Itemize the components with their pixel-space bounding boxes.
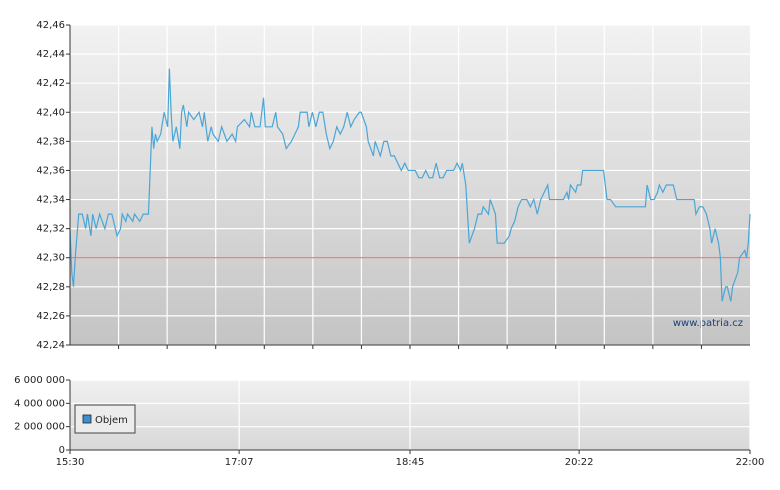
y-tick-label: 4 000 000 <box>14 398 65 409</box>
y-tick-label: 42,32 <box>36 224 65 235</box>
y-tick-label: 42,24 <box>36 340 65 351</box>
y-tick-label: 42,26 <box>36 311 65 322</box>
y-tick-label: 42,40 <box>36 107 65 118</box>
watermark: www.patria.cz <box>673 318 743 329</box>
y-tick-label: 42,30 <box>36 253 65 264</box>
x-tick-label: 17:07 <box>225 457 254 468</box>
y-tick-label: 42,46 <box>36 20 65 31</box>
y-tick-label: 42,36 <box>36 165 65 176</box>
y-tick-label: 42,38 <box>36 136 65 147</box>
x-tick-label: 15:30 <box>56 457 85 468</box>
y-tick-label: 6 000 000 <box>14 375 65 386</box>
y-tick-label: 42,42 <box>36 78 65 89</box>
y-tick-label: 2 000 000 <box>14 422 65 433</box>
price-line <box>69 68 751 302</box>
x-tick-label: 18:45 <box>396 457 425 468</box>
x-tick-label: 20:22 <box>565 457 594 468</box>
legend-label: Objem <box>95 415 128 426</box>
y-tick-label: 0 <box>59 445 65 456</box>
legend-swatch <box>82 414 92 424</box>
x-tick-label: 22:00 <box>736 457 765 468</box>
y-tick-label: 42,34 <box>36 195 65 206</box>
y-tick-label: 42,44 <box>36 49 65 60</box>
y-tick-label: 42,28 <box>36 282 65 293</box>
